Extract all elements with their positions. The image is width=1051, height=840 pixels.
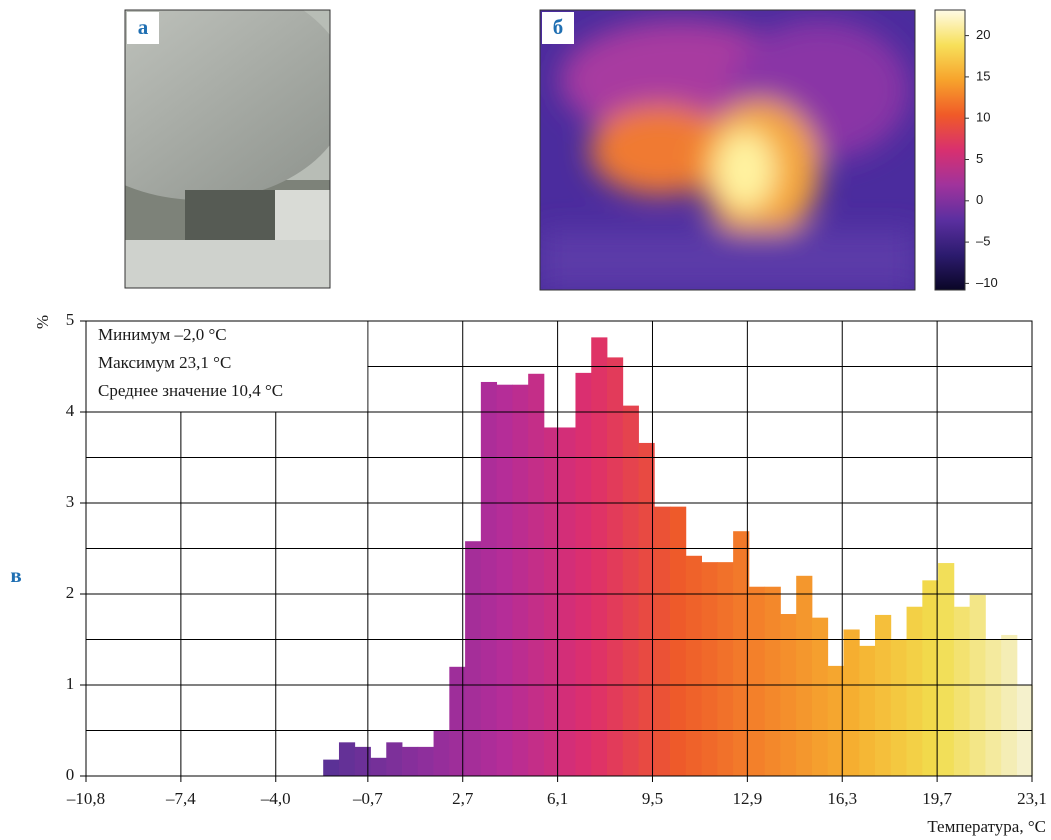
figure: а б в % Температура, °C 20151050–5–10012…	[0, 0, 1051, 840]
bar	[339, 742, 355, 776]
bar	[575, 373, 591, 776]
bar	[623, 406, 639, 776]
y-tick-label: 2	[66, 583, 75, 602]
bar	[922, 580, 938, 776]
bar	[796, 576, 812, 776]
bar	[907, 607, 923, 776]
panel-label: в	[10, 563, 21, 587]
x-tick-label: 16,3	[827, 789, 857, 808]
bar	[828, 666, 844, 776]
photo-a	[50, 0, 350, 288]
y-tick-label: 0	[66, 765, 75, 784]
bar	[481, 382, 497, 776]
bar	[355, 747, 371, 776]
y-tick-label: 3	[66, 492, 75, 511]
x-axis-label: Температура, °C	[927, 817, 1046, 836]
annotation: Максимум 23,1 °C	[98, 353, 231, 372]
x-tick-label: 12,9	[732, 789, 762, 808]
y-axis-label: %	[33, 315, 52, 329]
bar	[765, 587, 781, 776]
annotation: Среднее значение 10,4 °C	[98, 381, 283, 400]
y-tick-label: 4	[66, 401, 75, 420]
x-tick-label: 23,1	[1017, 789, 1047, 808]
panel-label: а	[138, 15, 149, 39]
bar	[780, 614, 796, 776]
colorbar-tick-label: –10	[976, 275, 998, 290]
bar	[370, 758, 386, 776]
bar	[497, 385, 513, 776]
colorbar-tick-label: 20	[976, 27, 990, 42]
bar	[418, 747, 434, 776]
bar	[465, 541, 481, 776]
bar	[528, 374, 544, 776]
bar	[843, 629, 859, 776]
colorbar-tick-label: –5	[976, 234, 990, 249]
colorbar-tick-label: 15	[976, 68, 990, 83]
annotation: Минимум –2,0 °C	[98, 325, 227, 344]
x-tick-label: –4,0	[260, 789, 291, 808]
y-tick-label: 5	[66, 310, 75, 329]
bar	[607, 357, 623, 776]
colorbar	[935, 10, 965, 290]
panel-label: б	[553, 15, 564, 39]
x-tick-label: 19,7	[922, 789, 952, 808]
bar	[654, 507, 670, 776]
bar	[985, 640, 1001, 777]
x-tick-label: –7,4	[165, 789, 196, 808]
bar	[686, 556, 702, 776]
bar	[891, 640, 907, 777]
photo-b	[540, 10, 915, 290]
x-tick-label: 9,5	[642, 789, 663, 808]
bar	[402, 747, 418, 776]
bar	[859, 646, 875, 776]
bar	[812, 618, 828, 776]
bar	[386, 742, 402, 776]
bar	[670, 507, 686, 776]
x-tick-label: 2,7	[452, 789, 474, 808]
x-tick-label: –0,7	[352, 789, 383, 808]
y-tick-label: 1	[66, 674, 75, 693]
colorbar-tick-label: 5	[976, 151, 983, 166]
bar	[749, 587, 765, 776]
bar	[954, 607, 970, 776]
colorbar-tick-label: 10	[976, 110, 990, 125]
bar	[938, 563, 954, 776]
bar	[323, 760, 339, 776]
x-tick-label: –10,8	[66, 789, 105, 808]
bar	[434, 731, 450, 777]
bar	[560, 427, 576, 776]
x-tick-label: 6,1	[547, 789, 568, 808]
bar	[591, 337, 607, 776]
colorbar-tick-label: 0	[976, 192, 983, 207]
bar	[1001, 635, 1017, 776]
bar	[512, 385, 528, 776]
